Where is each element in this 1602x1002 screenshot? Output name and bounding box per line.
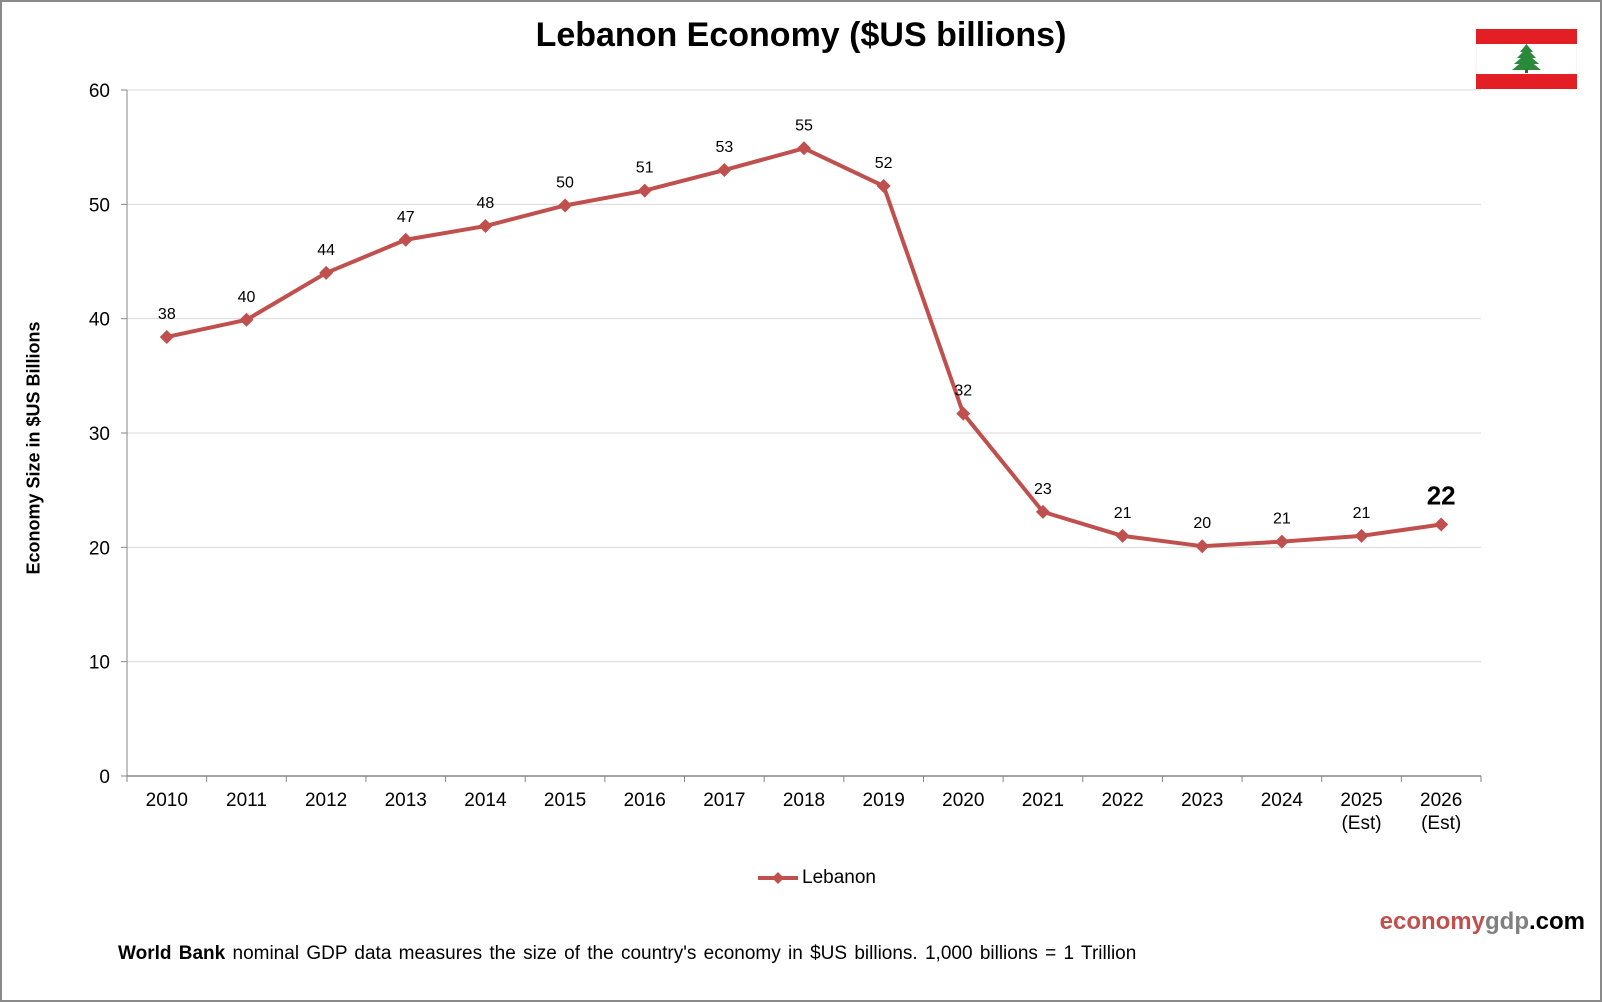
data-label: 21 (1273, 511, 1291, 528)
data-label: 55 (795, 117, 813, 134)
data-point-marker (159, 329, 174, 344)
x-tick-label: 2020 (942, 790, 984, 811)
legend-label: Lebanon (802, 867, 876, 888)
data-label: 48 (477, 195, 495, 212)
x-tick-label: 2026 (1420, 790, 1462, 811)
x-tick-label: 2011 (226, 790, 267, 811)
y-tick-label: 30 (89, 424, 110, 445)
y-tick-label: 20 (89, 538, 110, 559)
data-point-marker (319, 265, 334, 280)
data-point-marker (717, 163, 732, 178)
data-label: 32 (954, 383, 972, 400)
data-label: 21 (1353, 505, 1371, 522)
data-point-marker (1195, 539, 1210, 554)
data-point-marker (797, 141, 811, 156)
lebanon-flag-icon (1476, 29, 1577, 89)
data-label: 47 (397, 209, 415, 226)
chart-title: Lebanon Economy ($US billions) (535, 16, 1067, 54)
data-label: 22 (1427, 480, 1456, 510)
data-point-marker (956, 406, 971, 421)
data-point-marker (1115, 528, 1130, 543)
brand-part-economy: economy (1379, 908, 1485, 935)
x-tick-label: 2019 (863, 790, 905, 811)
x-tick-label: 2023 (1181, 790, 1223, 811)
x-tick-label: 2018 (783, 790, 825, 811)
data-label: 50 (556, 174, 574, 191)
brand-part-gdp: gdp (1485, 908, 1529, 935)
y-tick-label: 60 (89, 81, 110, 102)
x-tick-label: (Est) (1341, 813, 1381, 834)
data-point-marker (398, 232, 413, 247)
x-tick-label: 2025 (1340, 790, 1382, 811)
brand-logo: economygdp.com (1380, 908, 1585, 936)
data-point-marker (239, 312, 254, 327)
x-tick-label: 2024 (1261, 790, 1304, 811)
x-tick-label: 2016 (624, 790, 666, 811)
data-label: 53 (715, 139, 733, 156)
x-tick-label: 2022 (1101, 790, 1143, 811)
series-line-lebanon (166, 146, 1442, 549)
x-tick-label: 2015 (544, 790, 586, 811)
y-tick-label: 40 (89, 310, 110, 331)
data-point-marker (1274, 534, 1289, 549)
footnote: World Bank nominal GDP data measures the… (118, 943, 1136, 965)
data-label: 21 (1114, 505, 1132, 522)
x-tick-label: 2010 (146, 790, 188, 811)
brand-part-com: .com (1528, 908, 1585, 935)
x-tick-label: 2013 (385, 790, 427, 811)
data-label: 38 (158, 306, 176, 323)
x-tick-label: 2017 (703, 790, 745, 811)
data-point-marker (1035, 504, 1050, 519)
data-point-marker (876, 179, 891, 194)
data-point-marker (558, 198, 573, 213)
data-label: 44 (317, 242, 335, 259)
data-point-marker (637, 183, 652, 198)
data-point-marker (478, 219, 493, 234)
y-tick-label: 0 (99, 767, 110, 788)
x-tick-label: 2021 (1022, 790, 1064, 811)
data-label: 52 (875, 155, 893, 172)
data-label: 51 (636, 160, 654, 177)
data-label: 23 (1034, 481, 1052, 498)
x-tick-label: 2014 (464, 790, 507, 811)
y-tick-label: 50 (89, 195, 110, 216)
y-tick-label: 10 (89, 653, 110, 674)
legend: Lebanon (758, 867, 876, 889)
footnote-source: World Bank (118, 943, 226, 964)
x-tick-label: 2012 (305, 790, 347, 811)
data-label: 40 (238, 289, 256, 306)
data-label: 20 (1193, 515, 1211, 532)
legend-marker-icon (758, 872, 798, 884)
data-point-marker (1354, 528, 1369, 543)
footnote-text: nominal GDP data measures the size of th… (225, 943, 1137, 964)
x-tick-label: (Est) (1421, 813, 1461, 834)
data-point-marker (1434, 517, 1449, 532)
